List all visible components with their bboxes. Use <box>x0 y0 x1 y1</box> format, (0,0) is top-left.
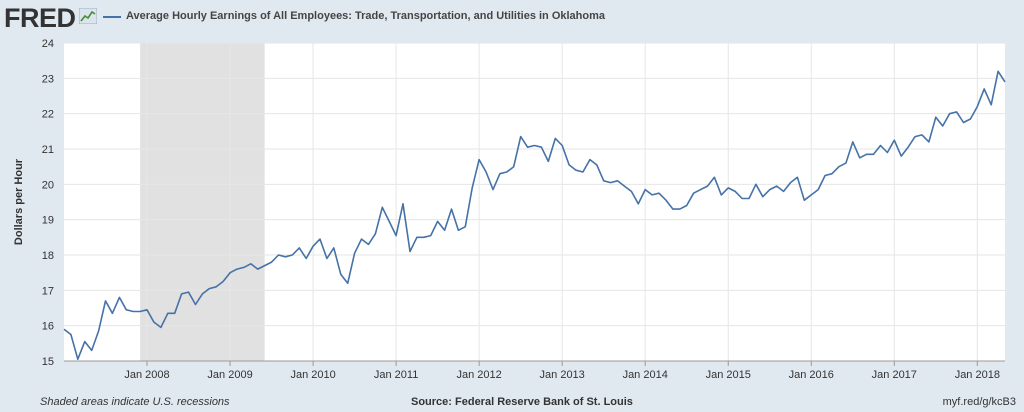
source-note[interactable]: Source: Federal Reserve Bank of St. Loui… <box>411 396 633 408</box>
x-tick-label: Jan 2015 <box>706 369 751 381</box>
series-layer <box>63 70 1006 361</box>
recession-shading-layer <box>140 43 265 361</box>
recession-band <box>140 43 265 361</box>
x-tick-label: Jan 2016 <box>789 369 834 381</box>
fred-logo-graph-icon <box>79 8 97 24</box>
chart-header: FRED Average Hourly Earnings of All Empl… <box>0 0 1024 40</box>
short-url-link[interactable]: myf.red/g/kcB3 <box>942 396 1016 408</box>
recession-note: Shaded areas indicate U.S. recessions <box>40 396 230 408</box>
fred-logo[interactable]: FRED <box>4 3 76 33</box>
legend-line-swatch <box>103 16 121 18</box>
x-tick-label: Jan 2011 <box>374 369 418 381</box>
legend-series-label: Average Hourly Earnings of All Employees… <box>126 10 606 22</box>
y-tick-label: 18 <box>42 250 54 262</box>
x-tick-label: Jan 2010 <box>290 369 335 381</box>
y-axis: 15 16 17 18 19 20 21 22 23 24 <box>42 38 54 368</box>
y-tick-label: 20 <box>42 179 54 191</box>
x-tick-label: Jan 2017 <box>872 369 917 381</box>
y-tick-label: 15 <box>42 356 54 368</box>
y-tick-label: 17 <box>42 285 54 297</box>
x-tick-label: Jan 2012 <box>457 369 502 381</box>
x-tick-label: Jan 2008 <box>124 369 169 381</box>
y-axis-label: Dollars per Hour <box>13 158 25 245</box>
y-tick-label: 23 <box>42 73 54 85</box>
series-line <box>63 70 1006 361</box>
y-tick-label: 24 <box>42 38 54 50</box>
x-tick-label: Jan 2013 <box>540 369 585 381</box>
y-tick-label: 16 <box>42 321 54 333</box>
x-tick-label: Jan 2014 <box>623 369 668 381</box>
y-tick-label: 22 <box>42 109 54 121</box>
x-tick-label: Jan 2018 <box>955 369 1000 381</box>
x-tick-label: Jan 2009 <box>207 369 252 381</box>
y-tick-label: 19 <box>42 215 54 227</box>
y-tick-label: 21 <box>42 144 54 156</box>
x-axis: Jan 2008 Jan 2009 Jan 2010 Jan 2011 Jan 2012… <box>64 360 1005 381</box>
